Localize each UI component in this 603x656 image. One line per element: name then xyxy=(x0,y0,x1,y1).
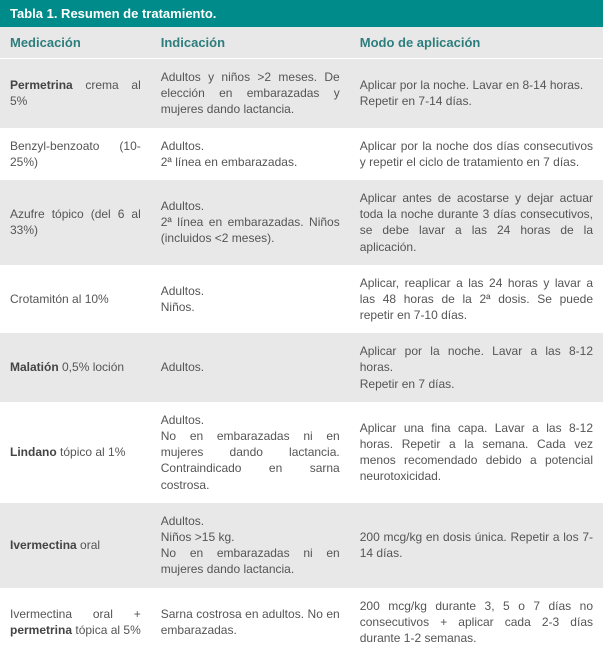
cell-application: Aplicar por la noche. Lavar a las 8-12 h… xyxy=(350,333,603,402)
cell-medication: Malatión 0,5% loción xyxy=(0,333,151,402)
cell-application: 200 mcg/kg durante 3, 5 o 7 días no cons… xyxy=(350,588,603,656)
cell-medication: Permetrina crema al 5% xyxy=(0,59,151,128)
cell-medication: Ivermectina oral + permetrina tópica al … xyxy=(0,588,151,656)
cell-application: Aplicar una fina capa. Lavar a las 8-12 … xyxy=(350,402,603,503)
cell-medication: Crotamitón al 10% xyxy=(0,265,151,334)
cell-indication: Adultos.Niños. xyxy=(151,265,350,334)
cell-indication: Sarna costrosa en adultos. No en embaraz… xyxy=(151,588,350,656)
table-row: Ivermectina oral + permetrina tópica al … xyxy=(0,588,603,656)
treatment-table: Tabla 1. Resumen de tratamiento. Medicac… xyxy=(0,0,603,656)
table-row: Ivermectina oralAdultos.Niños >15 kg.No … xyxy=(0,503,603,588)
cell-indication: Adultos y niños >2 meses. De elección en… xyxy=(151,59,350,128)
table-row: Azufre tópico (del 6 al 33%)Adultos.2ª l… xyxy=(0,180,603,265)
cell-medication: Benzyl-benzoato (10-25%) xyxy=(0,128,151,180)
table-row: Benzyl-benzoato (10-25%)Adultos.2ª línea… xyxy=(0,128,603,180)
cell-indication: Adultos.2ª línea en embarazadas. Niños (… xyxy=(151,180,350,265)
cell-application: Aplicar antes de acostarse y dejar actua… xyxy=(350,180,603,265)
table-title: Tabla 1. Resumen de tratamiento. xyxy=(0,0,603,27)
cell-application: Aplicar por la noche. Lavar en 8-14 hora… xyxy=(350,59,603,128)
table-row: Crotamitón al 10%Adultos.Niños.Aplicar, … xyxy=(0,265,603,334)
col-header-application: Modo de aplicación xyxy=(350,27,603,59)
table-row: Malatión 0,5% lociónAdultos.Aplicar por … xyxy=(0,333,603,402)
col-header-medication: Medicación xyxy=(0,27,151,59)
cell-application: Aplicar, reaplicar a las 24 horas y lava… xyxy=(350,265,603,334)
table: Medicación Indicación Modo de aplicación… xyxy=(0,27,603,656)
cell-medication: Ivermectina oral xyxy=(0,503,151,588)
cell-application: Aplicar por la noche dos días consecutiv… xyxy=(350,128,603,180)
col-header-indication: Indicación xyxy=(151,27,350,59)
cell-medication: Azufre tópico (del 6 al 33%) xyxy=(0,180,151,265)
cell-medication: Lindano tópico al 1% xyxy=(0,402,151,503)
cell-indication: Adultos. xyxy=(151,333,350,402)
table-body: Permetrina crema al 5%Adultos y niños >2… xyxy=(0,59,603,656)
cell-indication: Adultos.2ª línea en embarazadas. xyxy=(151,128,350,180)
table-row: Permetrina crema al 5%Adultos y niños >2… xyxy=(0,59,603,128)
cell-application: 200 mcg/kg en dosis única. Repetir a los… xyxy=(350,503,603,588)
cell-indication: Adultos.No en embarazadas ni en mujeres … xyxy=(151,402,350,503)
table-row: Lindano tópico al 1%Adultos.No en embara… xyxy=(0,402,603,503)
cell-indication: Adultos.Niños >15 kg.No en embarazadas n… xyxy=(151,503,350,588)
table-header-row: Medicación Indicación Modo de aplicación xyxy=(0,27,603,59)
